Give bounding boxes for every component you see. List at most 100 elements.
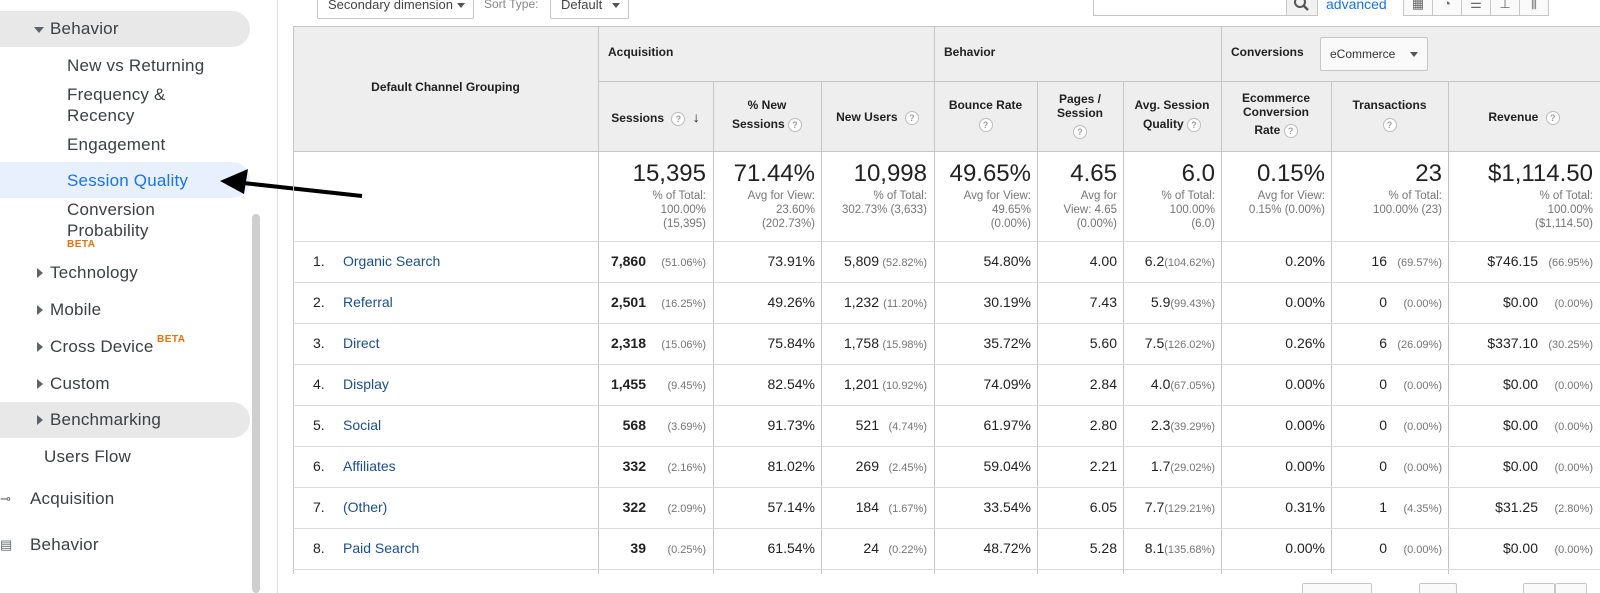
- cell-value: $0.00: [1502, 540, 1538, 556]
- column-header-transactions[interactable]: Transactions ?: [1331, 98, 1448, 132]
- column-sessions-label: Sessions: [611, 111, 664, 125]
- help-icon[interactable]: ?: [978, 118, 993, 132]
- sidebar-item-benchmarking[interactable]: Benchmarking: [50, 410, 162, 429]
- total-note-line: 302.73% (3,633): [841, 204, 927, 216]
- goto-page-input[interactable]: [1419, 583, 1457, 593]
- sidebar-item-technology[interactable]: Technology: [50, 263, 139, 282]
- channel-link[interactable]: Organic Search: [343, 253, 441, 269]
- cell-value: 6: [1379, 335, 1387, 351]
- comparison-view-icon[interactable]: ⊥: [1490, 0, 1520, 16]
- advanced-link[interactable]: advanced: [1326, 0, 1387, 12]
- chevron-right-icon[interactable]: [37, 415, 43, 425]
- channel-link[interactable]: Referral: [343, 294, 393, 310]
- cell-percent: (2.80%): [1554, 503, 1593, 515]
- total-new-users-note: % of Total: 302.73% (3,633): [821, 189, 927, 217]
- row-index: 1.: [313, 253, 325, 269]
- conversions-select[interactable]: eCommerce: [1320, 37, 1428, 71]
- sidebar-item-acquisition[interactable]: Acquisition: [30, 489, 115, 508]
- pivot-view-icon[interactable]: ⫼: [1519, 0, 1549, 16]
- help-icon[interactable]: ?: [788, 118, 803, 132]
- chevron-right-icon[interactable]: [37, 305, 43, 315]
- help-icon[interactable]: ?: [671, 112, 686, 126]
- performance-view-icon[interactable]: ☰: [1461, 0, 1491, 16]
- data-table: Default Channel Grouping Acquisition Beh…: [293, 26, 1600, 574]
- sort-arrow-down-icon[interactable]: ↓: [692, 109, 700, 125]
- sidebar-item-recency[interactable]: Recency: [67, 106, 135, 125]
- channel-link[interactable]: (Other): [343, 499, 388, 515]
- help-icon[interactable]: ?: [1187, 118, 1202, 132]
- cell-value: 0.00%: [1285, 540, 1325, 556]
- cell-value: 5.28: [1089, 540, 1117, 556]
- column-revenue-label: Revenue: [1488, 110, 1539, 124]
- chevron-right-icon[interactable]: [37, 342, 43, 352]
- table-cell-pages: 7.43: [1037, 294, 1117, 310]
- column-header-sessions[interactable]: Sessions ? ↓: [598, 110, 713, 126]
- channel-link[interactable]: Direct: [343, 335, 380, 351]
- row-index: 6.: [313, 458, 325, 474]
- column-header-session-quality[interactable]: Avg. Session Quality ?: [1123, 98, 1221, 132]
- row-divider: [293, 528, 1600, 529]
- sidebar-scrollbar[interactable]: [252, 214, 260, 593]
- channel-link[interactable]: Display: [343, 376, 389, 392]
- table-cell-transactions: 0 (0.00%): [1331, 458, 1442, 474]
- sidebar-item-behavior-section[interactable]: Behavior: [30, 535, 99, 554]
- cell-value: 332: [622, 458, 646, 474]
- cell-percent: (29.02%): [1170, 462, 1215, 474]
- cell-value: 54.80%: [983, 253, 1031, 269]
- total-sessions-note: % of Total: 100.00% (15,395): [598, 189, 707, 231]
- column-header-bounce-rate[interactable]: Bounce Rate ?: [934, 98, 1037, 132]
- table-cell-asq: 4.0(67.05%): [1123, 376, 1215, 392]
- cell-value: 1,201: [843, 376, 879, 392]
- sidebar-item-behavior[interactable]: Behavior: [50, 19, 119, 38]
- total-note-line: View: 4.65: [1063, 204, 1118, 216]
- help-icon[interactable]: ?: [1382, 118, 1397, 132]
- help-icon[interactable]: ?: [1545, 111, 1560, 125]
- table-cell-ecr: 0.20%: [1221, 253, 1325, 269]
- table-cell-bounce: 48.72%: [934, 540, 1031, 556]
- table-cell-new-users: 1,758 (15.98%): [821, 335, 927, 351]
- channel-link[interactable]: Affiliates: [343, 458, 396, 474]
- sidebar-item-engagement[interactable]: Engagement: [67, 135, 166, 154]
- table-view-icon[interactable]: ▦: [1403, 0, 1433, 16]
- table-cell-bounce: 35.72%: [934, 335, 1031, 351]
- cell-percent: (4.35%): [1403, 503, 1442, 515]
- sidebar-item-session-quality[interactable]: Session Quality: [67, 171, 189, 190]
- column-header-ecommerce-rate[interactable]: Ecommerce Conversion Rate ?: [1221, 91, 1331, 138]
- pie-view-icon[interactable]: ◔: [1432, 0, 1462, 16]
- column-header-new-users[interactable]: New Users ?: [821, 110, 934, 125]
- search-input[interactable]: [1093, 0, 1287, 16]
- help-icon[interactable]: ?: [1283, 124, 1298, 138]
- row-divider: [293, 364, 1600, 365]
- sidebar-item-users-flow[interactable]: Users Flow: [44, 447, 132, 466]
- search-button[interactable]: [1287, 0, 1318, 16]
- group-header-conversions: Conversions: [1231, 45, 1304, 59]
- sidebar-item-mobile[interactable]: Mobile: [50, 300, 102, 319]
- sidebar-item-cross-device[interactable]: Cross Device: [50, 337, 154, 356]
- secondary-dimension-select[interactable]: Secondary dimension: [317, 0, 474, 19]
- cell-percent: (51.06%): [661, 257, 706, 269]
- help-icon[interactable]: ?: [1073, 125, 1087, 139]
- column-header-revenue[interactable]: Revenue ?: [1448, 110, 1600, 125]
- next-page-button[interactable]: [1555, 583, 1587, 593]
- row-index: 2.: [313, 294, 325, 310]
- sidebar-item-frequency[interactable]: Frequency &: [67, 85, 166, 104]
- total-note-line: (6.0): [1191, 218, 1215, 230]
- help-icon[interactable]: ?: [904, 111, 919, 125]
- column-header-new-sessions[interactable]: % New Sessions ?: [713, 98, 821, 132]
- channel-link[interactable]: Paid Search: [343, 540, 420, 556]
- prev-page-button[interactable]: [1523, 583, 1555, 593]
- column-header-pages-session[interactable]: Pages / Session ?: [1037, 92, 1123, 139]
- sort-type-select[interactable]: Default: [550, 0, 629, 19]
- sidebar-item-conversion[interactable]: Conversion: [67, 200, 155, 219]
- chevron-right-icon[interactable]: [37, 379, 43, 389]
- cell-value: 91.73%: [767, 417, 815, 433]
- sidebar-item-new-vs-returning[interactable]: New vs Returning: [67, 56, 205, 75]
- sidebar-item-custom[interactable]: Custom: [50, 374, 110, 393]
- column-header-channel[interactable]: Default Channel Grouping: [371, 80, 520, 94]
- chevron-down-icon[interactable]: [34, 27, 44, 33]
- chevron-right-icon[interactable]: [37, 268, 43, 278]
- sidebar-item-probability[interactable]: Probability: [67, 221, 149, 240]
- rows-per-page-select[interactable]: [1302, 583, 1372, 593]
- channel-link[interactable]: Social: [343, 417, 382, 433]
- cell-value: 0.00%: [1285, 294, 1325, 310]
